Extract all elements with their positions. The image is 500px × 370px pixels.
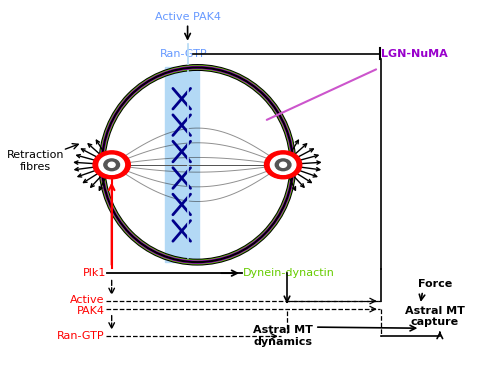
Text: LGN-NuMA: LGN-NuMA: [381, 48, 448, 58]
Text: Active PAK4: Active PAK4: [154, 11, 220, 21]
Circle shape: [280, 162, 286, 167]
Circle shape: [276, 159, 291, 171]
Text: Plk1: Plk1: [82, 268, 106, 278]
Ellipse shape: [102, 67, 293, 262]
Circle shape: [270, 155, 296, 174]
Text: Active
PAK4: Active PAK4: [70, 295, 105, 316]
Text: Ran-GTP: Ran-GTP: [160, 48, 208, 58]
Circle shape: [264, 151, 302, 179]
Circle shape: [108, 162, 115, 167]
Text: Force: Force: [418, 279, 452, 289]
Text: Astral MT
dynamics: Astral MT dynamics: [253, 326, 313, 347]
Circle shape: [104, 159, 120, 171]
Circle shape: [93, 151, 130, 179]
Bar: [164, 67, 199, 262]
Text: Ran-GTP: Ran-GTP: [57, 331, 105, 341]
Text: Retraction
fibres: Retraction fibres: [7, 150, 64, 172]
Circle shape: [99, 155, 124, 174]
Text: Dynein-dynactin: Dynein-dynactin: [243, 268, 335, 278]
Text: Astral MT
capture: Astral MT capture: [405, 306, 465, 327]
